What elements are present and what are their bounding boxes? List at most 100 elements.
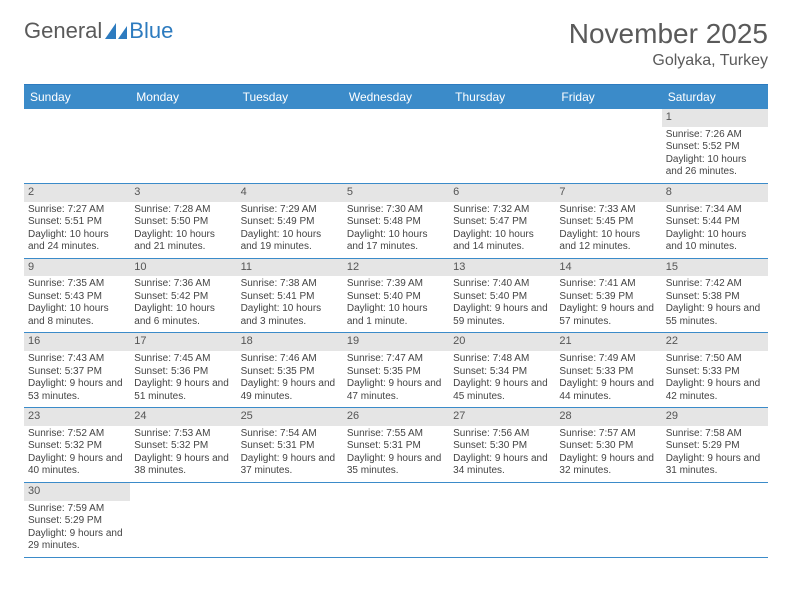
sunrise-text: Sunrise: 7:41 AM xyxy=(559,278,657,291)
dow-cell: Thursday xyxy=(449,85,555,109)
daylight-text: Daylight: 10 hours and 17 minutes. xyxy=(347,229,445,254)
daylight-text: Daylight: 9 hours and 51 minutes. xyxy=(134,378,232,403)
empty-cell xyxy=(343,483,449,557)
day-body: Sunrise: 7:50 AMSunset: 5:33 PMDaylight:… xyxy=(662,351,768,407)
day-cell: 13Sunrise: 7:40 AMSunset: 5:40 PMDayligh… xyxy=(449,259,555,333)
day-cell: 16Sunrise: 7:43 AMSunset: 5:37 PMDayligh… xyxy=(24,333,130,407)
daylight-text: Daylight: 9 hours and 55 minutes. xyxy=(666,303,764,328)
sunset-text: Sunset: 5:44 PM xyxy=(666,216,764,229)
sunset-text: Sunset: 5:39 PM xyxy=(559,291,657,304)
sunset-text: Sunset: 5:29 PM xyxy=(28,515,126,528)
day-number: 27 xyxy=(449,408,555,426)
sunrise-text: Sunrise: 7:47 AM xyxy=(347,353,445,366)
day-cell: 22Sunrise: 7:50 AMSunset: 5:33 PMDayligh… xyxy=(662,333,768,407)
logo-text-1: General xyxy=(24,18,102,44)
calendar: SundayMondayTuesdayWednesdayThursdayFrid… xyxy=(24,84,768,558)
daylight-text: Daylight: 10 hours and 1 minute. xyxy=(347,303,445,328)
sunrise-text: Sunrise: 7:46 AM xyxy=(241,353,339,366)
daylight-text: Daylight: 9 hours and 47 minutes. xyxy=(347,378,445,403)
day-cell: 19Sunrise: 7:47 AMSunset: 5:35 PMDayligh… xyxy=(343,333,449,407)
dow-cell: Wednesday xyxy=(343,85,449,109)
day-number: 23 xyxy=(24,408,130,426)
sunrise-text: Sunrise: 7:26 AM xyxy=(666,129,764,142)
dow-cell: Sunday xyxy=(24,85,130,109)
day-cell: 3Sunrise: 7:28 AMSunset: 5:50 PMDaylight… xyxy=(130,184,236,258)
daylight-text: Daylight: 10 hours and 8 minutes. xyxy=(28,303,126,328)
sunset-text: Sunset: 5:38 PM xyxy=(666,291,764,304)
day-body: Sunrise: 7:52 AMSunset: 5:32 PMDaylight:… xyxy=(24,426,130,482)
sunset-text: Sunset: 5:49 PM xyxy=(241,216,339,229)
day-number: 17 xyxy=(130,333,236,351)
week-row: 23Sunrise: 7:52 AMSunset: 5:32 PMDayligh… xyxy=(24,408,768,483)
empty-cell xyxy=(237,109,343,183)
day-number: 24 xyxy=(130,408,236,426)
sunset-text: Sunset: 5:34 PM xyxy=(453,366,551,379)
sunrise-text: Sunrise: 7:45 AM xyxy=(134,353,232,366)
sunset-text: Sunset: 5:35 PM xyxy=(241,366,339,379)
daylight-text: Daylight: 9 hours and 38 minutes. xyxy=(134,453,232,478)
daylight-text: Daylight: 9 hours and 29 minutes. xyxy=(28,528,126,553)
day-body: Sunrise: 7:55 AMSunset: 5:31 PMDaylight:… xyxy=(343,426,449,482)
day-number: 6 xyxy=(449,184,555,202)
day-number: 12 xyxy=(343,259,449,277)
sunrise-text: Sunrise: 7:39 AM xyxy=(347,278,445,291)
day-cell: 18Sunrise: 7:46 AMSunset: 5:35 PMDayligh… xyxy=(237,333,343,407)
day-number: 5 xyxy=(343,184,449,202)
day-cell: 1Sunrise: 7:26 AMSunset: 5:52 PMDaylight… xyxy=(662,109,768,183)
day-cell: 8Sunrise: 7:34 AMSunset: 5:44 PMDaylight… xyxy=(662,184,768,258)
daylight-text: Daylight: 9 hours and 59 minutes. xyxy=(453,303,551,328)
day-cell: 23Sunrise: 7:52 AMSunset: 5:32 PMDayligh… xyxy=(24,408,130,482)
day-number: 21 xyxy=(555,333,661,351)
day-cell: 6 Sunrise: 7:32 AMSunset: 5:47 PMDaylight… xyxy=(449,184,555,258)
day-cell: 5Sunrise: 7:30 AMSunset: 5:48 PMDaylight… xyxy=(343,184,449,258)
daylight-text: Daylight: 9 hours and 44 minutes. xyxy=(559,378,657,403)
sunset-text: Sunset: 5:33 PM xyxy=(559,366,657,379)
sunrise-text: Sunrise: 7:58 AM xyxy=(666,428,764,441)
logo-text-2: Blue xyxy=(129,18,173,44)
daylight-text: Daylight: 10 hours and 14 minutes. xyxy=(453,229,551,254)
sail-icon xyxy=(105,23,127,39)
day-number: 30 xyxy=(24,483,130,501)
daylight-text: Daylight: 10 hours and 6 minutes. xyxy=(134,303,232,328)
sunrise-text: Sunrise: 7:28 AM xyxy=(134,204,232,217)
sunrise-text: Sunrise: 7:34 AM xyxy=(666,204,764,217)
sunset-text: Sunset: 5:32 PM xyxy=(28,440,126,453)
sunrise-text: Sunrise: 7:32 AM xyxy=(453,204,551,217)
day-body: Sunrise: 7:46 AMSunset: 5:35 PMDaylight:… xyxy=(237,351,343,407)
sunset-text: Sunset: 5:31 PM xyxy=(241,440,339,453)
empty-cell xyxy=(237,483,343,557)
daylight-text: Daylight: 10 hours and 26 minutes. xyxy=(666,154,764,179)
daylight-text: Daylight: 10 hours and 10 minutes. xyxy=(666,229,764,254)
sunset-text: Sunset: 5:50 PM xyxy=(134,216,232,229)
day-body: Sunrise: 7:53 AMSunset: 5:32 PMDaylight:… xyxy=(130,426,236,482)
sunset-text: Sunset: 5:30 PM xyxy=(559,440,657,453)
daylight-text: Daylight: 9 hours and 45 minutes. xyxy=(453,378,551,403)
daylight-text: Daylight: 9 hours and 42 minutes. xyxy=(666,378,764,403)
sunrise-text: Sunrise: 7:52 AM xyxy=(28,428,126,441)
sunset-text: Sunset: 5:41 PM xyxy=(241,291,339,304)
sunrise-text: Sunrise: 7:30 AM xyxy=(347,204,445,217)
day-cell: 21Sunrise: 7:49 AMSunset: 5:33 PMDayligh… xyxy=(555,333,661,407)
day-cell: 14Sunrise: 7:41 AMSunset: 5:39 PMDayligh… xyxy=(555,259,661,333)
day-cell: 20Sunrise: 7:48 AMSunset: 5:34 PMDayligh… xyxy=(449,333,555,407)
daylight-text: Daylight: 9 hours and 35 minutes. xyxy=(347,453,445,478)
sunrise-text: Sunrise: 7:55 AM xyxy=(347,428,445,441)
day-body: Sunrise: 7:28 AMSunset: 5:50 PMDaylight:… xyxy=(130,202,236,258)
title-block: November 2025 Golyaka, Turkey xyxy=(569,18,768,70)
sunrise-text: Sunrise: 7:33 AM xyxy=(559,204,657,217)
daylight-text: Daylight: 9 hours and 57 minutes. xyxy=(559,303,657,328)
sunset-text: Sunset: 5:29 PM xyxy=(666,440,764,453)
sunset-text: Sunset: 5:52 PM xyxy=(666,141,764,154)
empty-cell xyxy=(343,109,449,183)
sunrise-text: Sunrise: 7:35 AM xyxy=(28,278,126,291)
day-cell: 17Sunrise: 7:45 AMSunset: 5:36 PMDayligh… xyxy=(130,333,236,407)
day-body: Sunrise: 7:47 AMSunset: 5:35 PMDaylight:… xyxy=(343,351,449,407)
sunrise-text: Sunrise: 7:43 AM xyxy=(28,353,126,366)
day-body: Sunrise: 7:40 AMSunset: 5:40 PMDaylight:… xyxy=(449,276,555,332)
sunset-text: Sunset: 5:47 PM xyxy=(453,216,551,229)
days-of-week-row: SundayMondayTuesdayWednesdayThursdayFrid… xyxy=(24,85,768,109)
empty-cell xyxy=(449,483,555,557)
daylight-text: Daylight: 10 hours and 3 minutes. xyxy=(241,303,339,328)
daylight-text: Daylight: 9 hours and 37 minutes. xyxy=(241,453,339,478)
day-body: Sunrise: 7:30 AMSunset: 5:48 PMDaylight:… xyxy=(343,202,449,258)
